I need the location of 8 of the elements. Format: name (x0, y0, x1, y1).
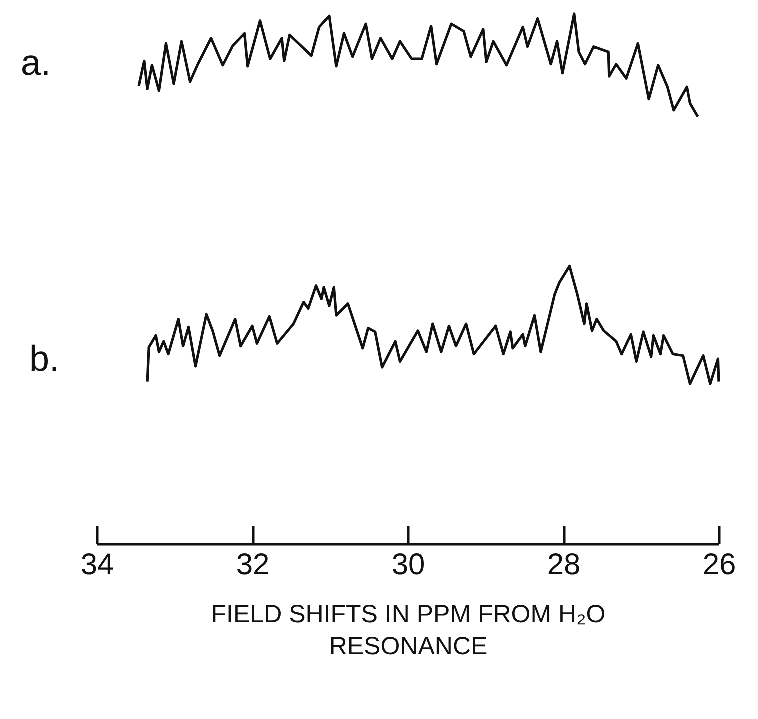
x-tick-label: 30 (392, 548, 426, 582)
x-tick-label: 32 (236, 548, 270, 582)
x-axis-title: FIELD SHIFTS IN PPM FROM H₂O RESONANCE (211, 600, 606, 660)
text: a. (20, 42, 51, 84)
x-tick-label: 28 (547, 548, 581, 582)
x-tick-label: 34 (80, 548, 114, 582)
text: b. (30, 338, 60, 379)
x-tick-label: 26 (702, 548, 736, 582)
